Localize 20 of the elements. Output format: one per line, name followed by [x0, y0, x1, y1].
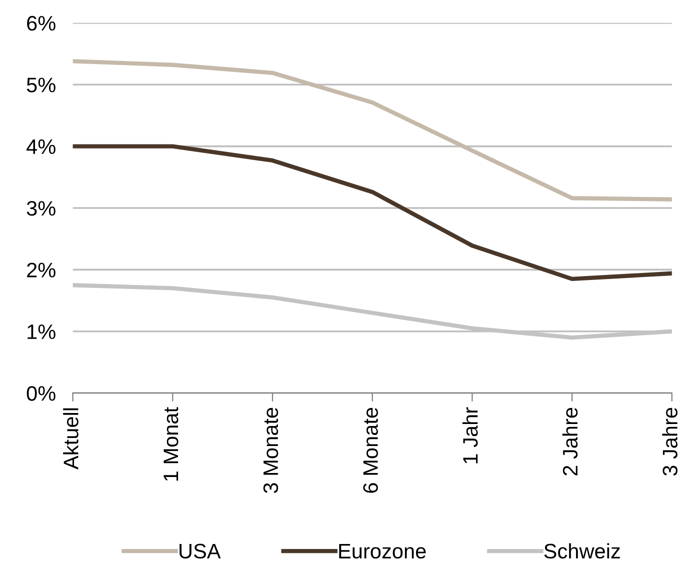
line-series	[72, 283, 672, 340]
legend-label: Eurozone	[339, 544, 426, 559]
x-tick-label: Aktuell	[63, 408, 78, 470]
x-tick-label: 3 Jahre	[662, 408, 678, 476]
y-tick-label: 5%	[26, 78, 56, 92]
x-tick-label: 6 Monate	[363, 408, 378, 493]
x-tick-label: 1 Jahr	[462, 407, 478, 464]
line-series	[72, 144, 672, 282]
y-tick-label: 0%	[26, 386, 56, 401]
legend-label: USA	[180, 544, 221, 559]
y-tick-label: 4%	[26, 139, 56, 154]
x-tick-label: 2 Jahre	[562, 408, 578, 476]
y-tick-label: 1%	[28, 324, 56, 340]
y-tick-label: 3%	[26, 201, 56, 216]
line-series	[72, 59, 672, 202]
legend-label: Schweiz	[544, 543, 620, 559]
x-tick-label: 3 Monate	[263, 408, 278, 494]
y-tick-label: 6%	[27, 16, 56, 31]
x-tick-label: 1 Monat	[164, 407, 178, 481]
y-tick-label: 2%	[27, 262, 56, 278]
